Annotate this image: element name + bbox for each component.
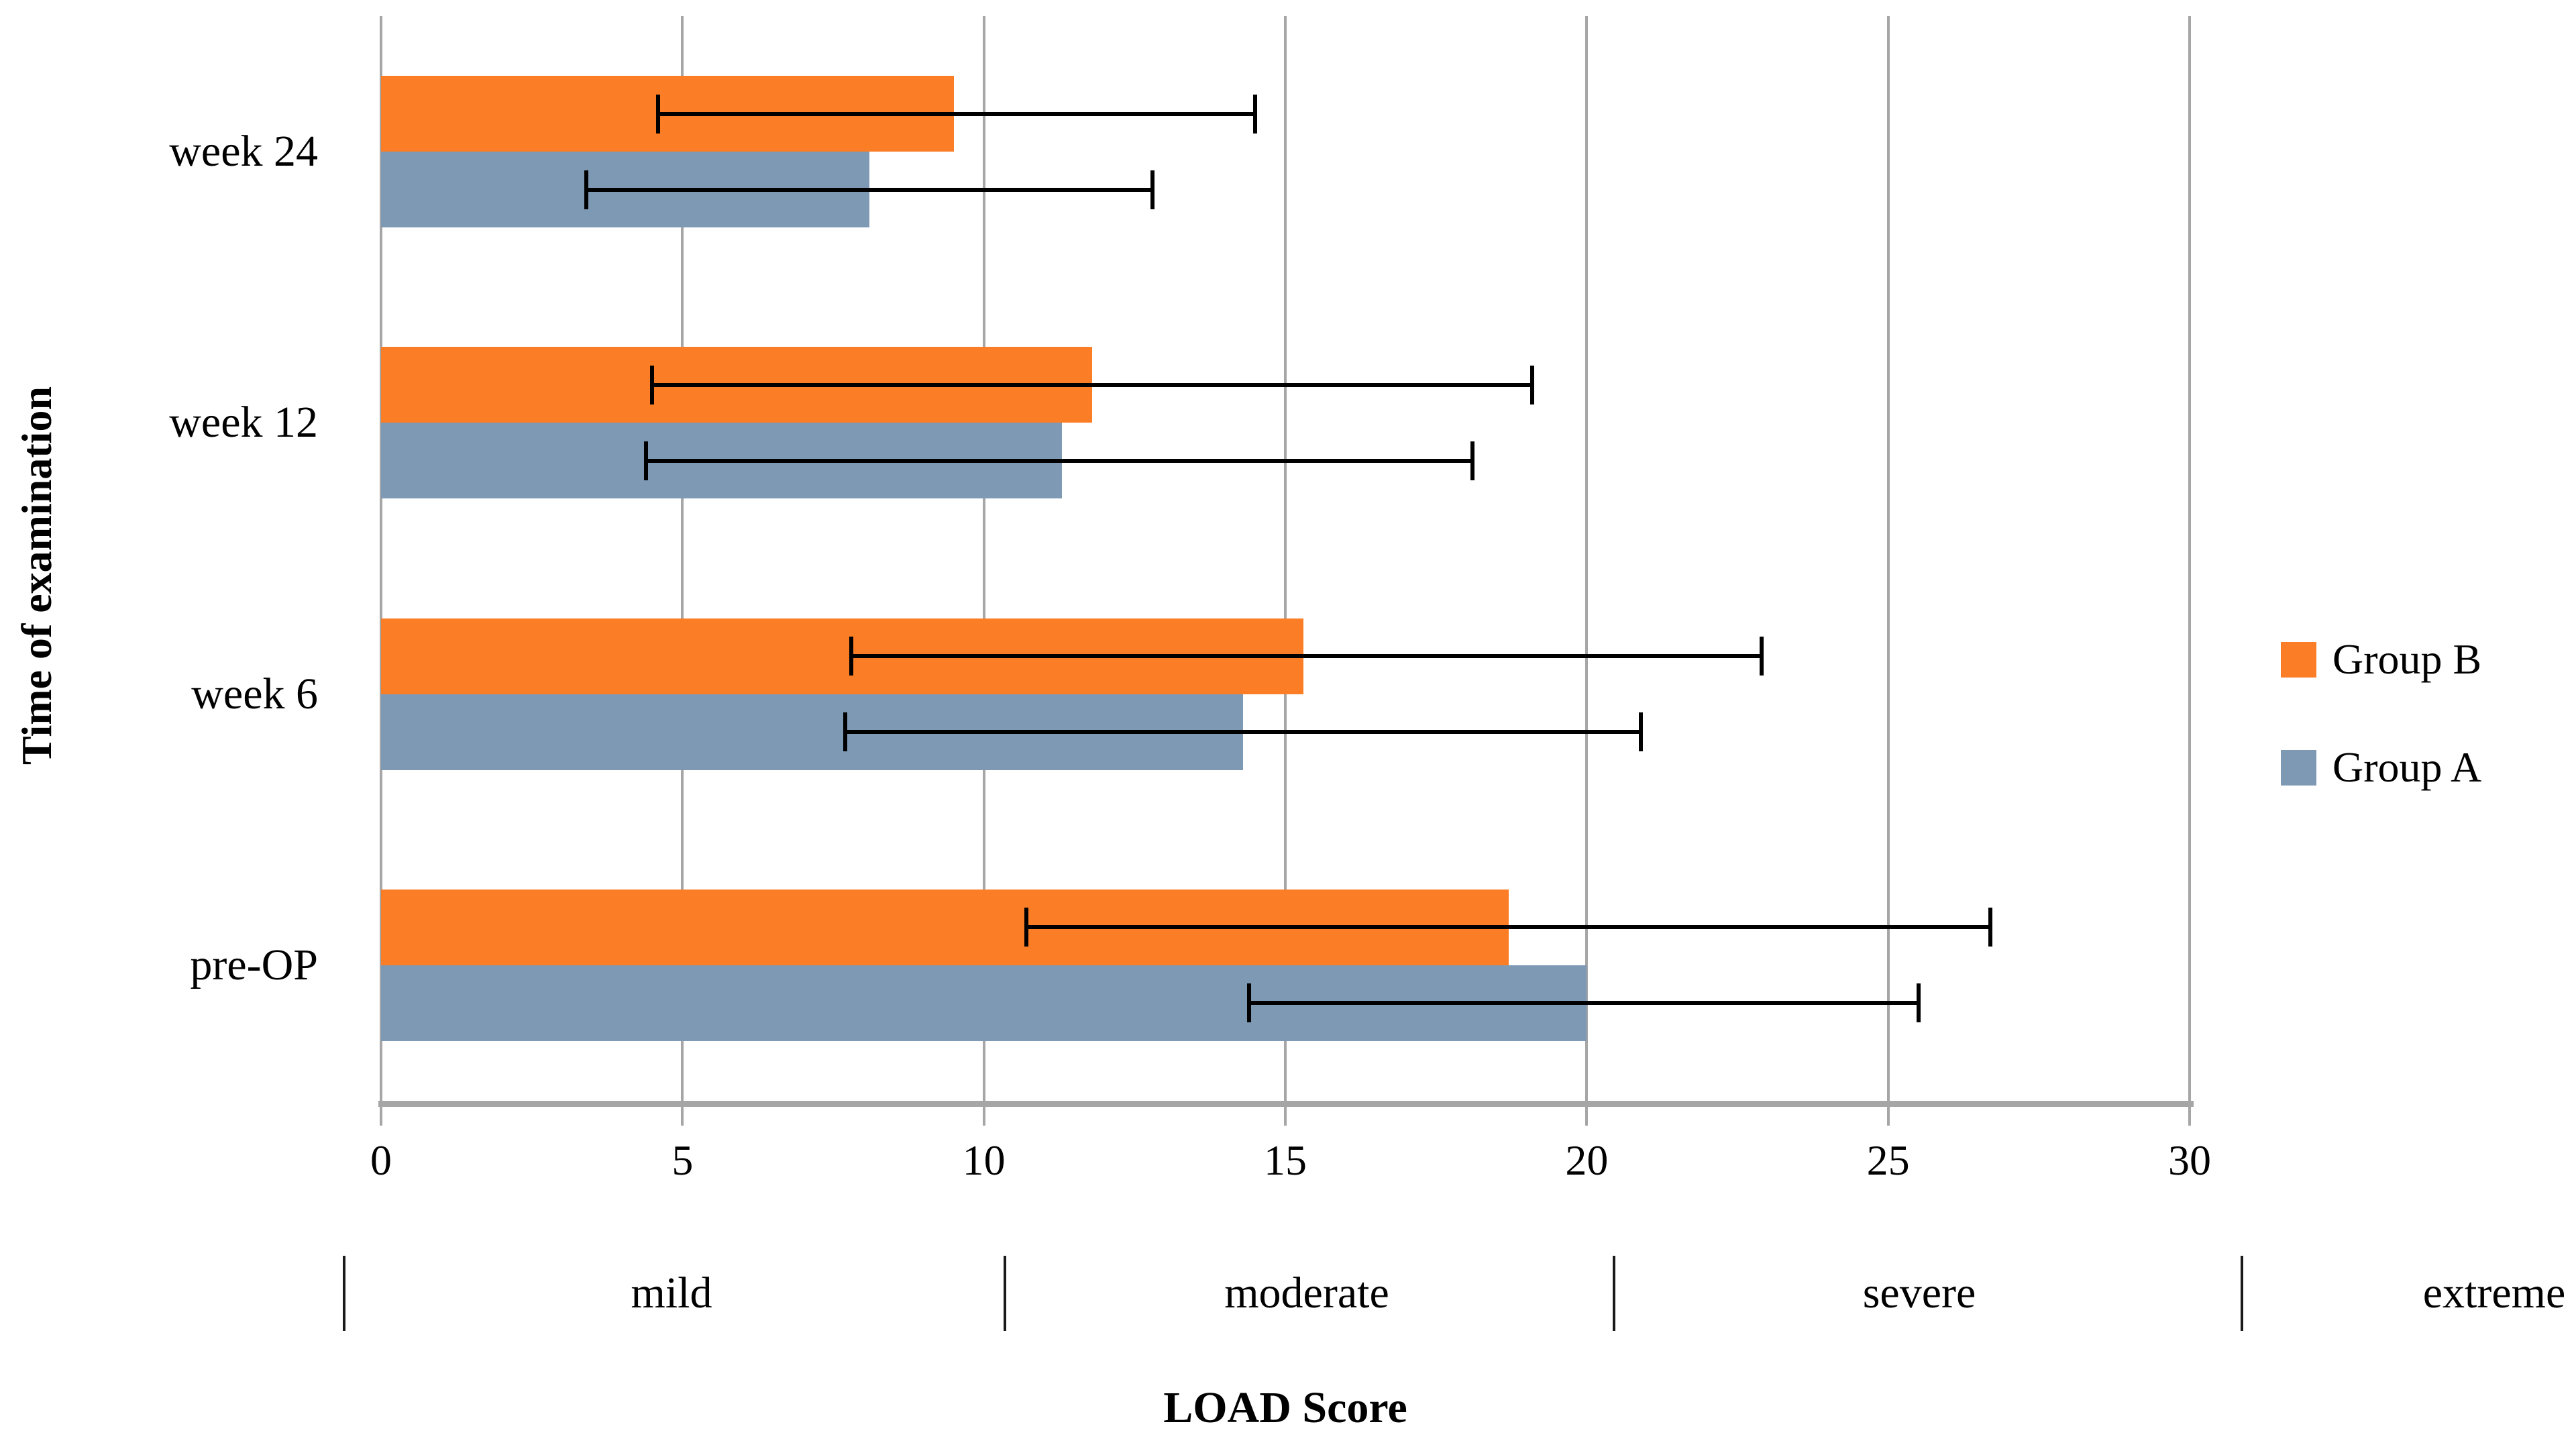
legend-label-group-b: Group B: [2332, 635, 2482, 683]
error-bar-group-b-week-12: [652, 382, 1533, 387]
error-cap-low-group-a-pre-op: [1247, 983, 1252, 1023]
error-bar-group-a-week-12: [646, 458, 1472, 463]
x-tick-label-15: 15: [1264, 1136, 1307, 1184]
error-cap-high-group-a-pre-op: [1916, 983, 1921, 1023]
error-bar-group-b-week-24: [658, 111, 1256, 116]
severity-label-severe: severe: [1862, 1269, 1976, 1317]
gridline-0: [380, 16, 382, 1101]
gridline-5: [681, 16, 684, 1101]
gridline-10: [982, 16, 985, 1101]
severity-tick-20: [1613, 1256, 1615, 1331]
x-tick-label-30: 30: [2168, 1136, 2211, 1184]
error-cap-high-group-a-week-12: [1470, 441, 1474, 480]
error-cap-high-group-b-week-6: [1759, 637, 1764, 676]
error-cap-high-group-b-week-12: [1530, 365, 1535, 405]
error-cap-high-group-a-week-24: [1150, 170, 1155, 209]
legend-swatch-group-a: [2281, 750, 2316, 786]
gridline-20: [1585, 16, 1589, 1101]
gridline-25: [1886, 16, 1890, 1101]
severity-label-moderate: moderate: [1224, 1269, 1389, 1317]
error-bar-group-a-pre-op: [1249, 1001, 1919, 1006]
x-tick-label-5: 5: [672, 1136, 694, 1184]
error-cap-low-group-a-week-12: [644, 441, 649, 480]
error-cap-low-group-a-week-24: [584, 170, 588, 209]
severity-tick-30: [2241, 1256, 2243, 1331]
error-cap-high-group-b-week-24: [1253, 94, 1258, 133]
x-axis-line: [378, 1101, 2194, 1107]
legend-label-group-a: Group A: [2332, 743, 2482, 791]
legend-swatch-group-b: [2281, 642, 2316, 678]
x-axis-title: LOAD Score: [1163, 1383, 1407, 1432]
category-label-week-12: week 12: [169, 398, 318, 447]
severity-tick-10: [1004, 1256, 1006, 1331]
x-tick-label-20: 20: [1565, 1136, 1609, 1184]
error-bar-group-a-week-24: [586, 187, 1153, 192]
error-cap-high-group-b-pre-op: [1988, 908, 1993, 947]
y-axis-title: Time of examination: [13, 386, 60, 765]
error-cap-low-group-b-week-6: [849, 637, 853, 676]
error-bar-group-b-week-6: [851, 654, 1762, 658]
x-tick-label-0: 0: [370, 1136, 392, 1184]
error-bar-group-a-week-6: [845, 730, 1642, 734]
x-tick-label-25: 25: [1866, 1136, 1910, 1184]
gridline-30: [2188, 16, 2191, 1101]
x-axis-tick-0: [380, 1107, 382, 1126]
category-label-pre-op: pre-OP: [190, 940, 318, 989]
x-tick-label-10: 10: [962, 1136, 1006, 1184]
x-axis-tick-5: [681, 1107, 684, 1126]
severity-tick-0: [343, 1256, 345, 1331]
x-axis-tick-30: [2188, 1107, 2191, 1126]
error-cap-high-group-a-week-6: [1639, 712, 1644, 751]
x-axis-tick-10: [982, 1107, 985, 1126]
error-bar-group-b-pre-op: [1026, 925, 1991, 930]
gridline-15: [1284, 16, 1287, 1101]
severity-label-mild: mild: [631, 1269, 712, 1317]
category-label-week-6: week 6: [191, 669, 318, 718]
x-axis-tick-15: [1284, 1107, 1287, 1126]
category-label-week-24: week 24: [169, 127, 318, 176]
plot-area: [380, 16, 2191, 1101]
error-cap-low-group-a-week-6: [843, 712, 847, 751]
error-cap-low-group-b-pre-op: [1024, 908, 1028, 947]
error-cap-low-group-b-week-12: [650, 365, 655, 405]
severity-label-extreme: extreme: [2422, 1269, 2566, 1317]
x-axis-tick-25: [1886, 1107, 1890, 1126]
error-cap-low-group-b-week-24: [656, 94, 661, 133]
x-axis-tick-20: [1585, 1107, 1589, 1126]
